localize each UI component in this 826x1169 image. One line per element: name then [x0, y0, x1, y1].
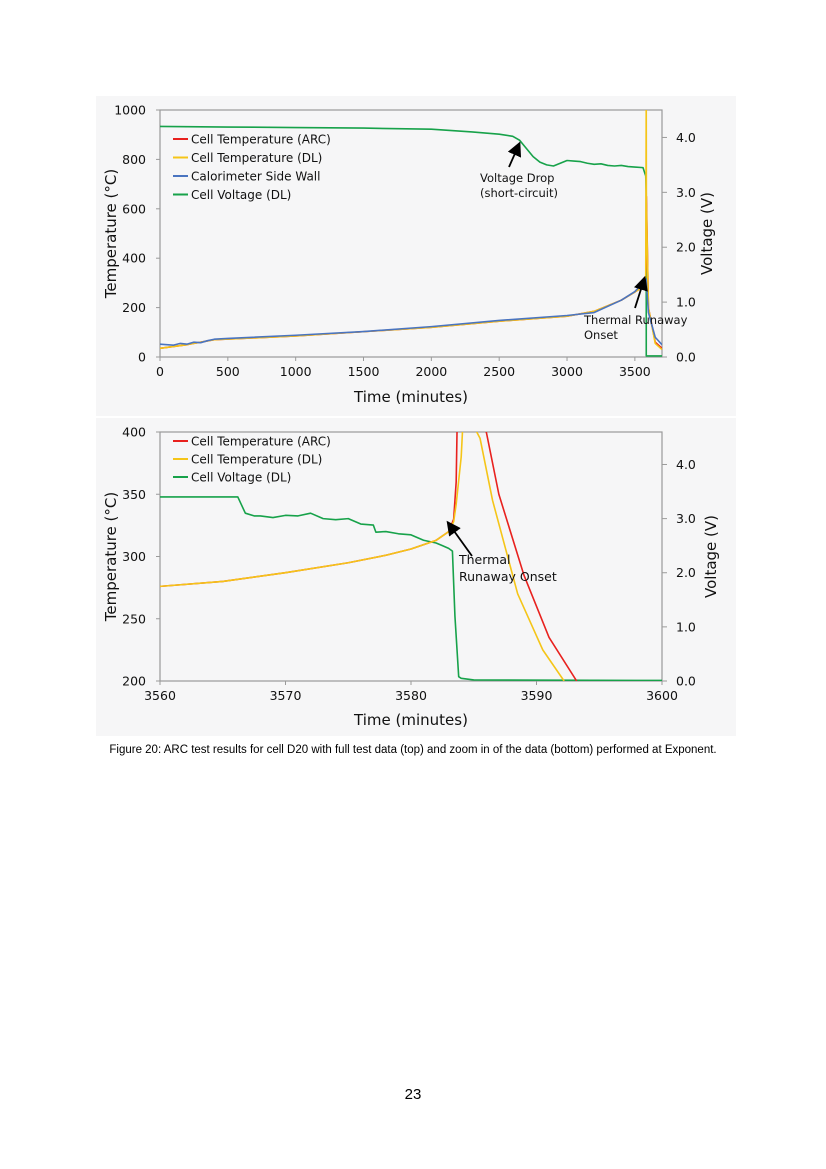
- y-tick-label: 250: [122, 611, 146, 626]
- x-tick-label: 3570: [270, 688, 302, 703]
- y2-tick-label: 0.0: [676, 674, 696, 689]
- y-tick-label: 1000: [114, 103, 146, 118]
- y2-tick-label: 2.0: [676, 565, 696, 580]
- y2-tick-label: 2.0: [676, 240, 696, 255]
- y2-axis-label: Voltage (V): [698, 192, 716, 275]
- page-number: 23: [404, 1086, 422, 1103]
- x-tick-label: 3500: [619, 364, 651, 379]
- thermal-runaway-annotation: Thermal Runaway: [583, 313, 688, 327]
- thermal-runaway-annotation: Runaway Onset: [459, 569, 557, 584]
- voltage-drop-annotation: Voltage Drop: [480, 171, 554, 185]
- thermal-runaway-annotation: Thermal: [458, 552, 510, 567]
- x-tick-label: 3000: [551, 364, 583, 379]
- y-tick-label: 0: [138, 350, 146, 365]
- legend-label: Cell Temperature (DL): [191, 453, 322, 467]
- y2-tick-label: 4.0: [676, 130, 696, 145]
- y-tick-label: 350: [122, 487, 146, 502]
- legend-label: Cell Temperature (ARC): [191, 133, 331, 147]
- legend-label: Cell Voltage (DL): [191, 188, 291, 202]
- y-axis-label: Temperature (°C): [102, 492, 120, 622]
- x-tick-label: 3580: [395, 688, 427, 703]
- x-axis-label: Time (minutes): [353, 711, 468, 729]
- y2-tick-label: 1.0: [676, 619, 696, 634]
- series-line-cell-voltage-dl: [160, 496, 662, 681]
- x-tick-label: 3600: [646, 688, 678, 703]
- y-tick-label: 200: [122, 674, 146, 689]
- series-line-cell-voltage-dl: [160, 125, 662, 357]
- legend-label: Cell Temperature (DL): [191, 151, 322, 165]
- chart-background: [96, 418, 736, 736]
- thermal-runaway-arrow: [446, 520, 473, 557]
- x-tick-label: 3590: [521, 688, 553, 703]
- legend-label: Cell Voltage (DL): [191, 471, 291, 485]
- legend-label: Cell Temperature (ARC): [191, 435, 331, 449]
- y2-tick-label: 4.0: [676, 457, 696, 472]
- x-axis-label: Time (minutes): [353, 388, 468, 406]
- x-tick-label: 0: [156, 364, 164, 379]
- y-tick-label: 300: [122, 549, 146, 564]
- chart-background: [96, 96, 736, 416]
- y-tick-label: 400: [122, 251, 146, 266]
- x-tick-label: 1500: [348, 364, 380, 379]
- figure-caption: Figure 20: ARC test results for cell D20…: [109, 744, 717, 756]
- plot-frame: [159, 109, 663, 358]
- y-axis-label: Temperature (°C): [102, 169, 120, 299]
- x-tick-label: 2500: [483, 364, 515, 379]
- x-tick-label: 3560: [144, 688, 176, 703]
- full-test-chart: 0 500 1000 1500 2000 2500 3000 3500 0 200 400 600 80…: [96, 96, 736, 416]
- legend-label: Calorimeter Side Wall: [191, 170, 320, 184]
- y-tick-label: 800: [122, 152, 146, 167]
- thermal-runaway-arrow: [634, 275, 648, 309]
- y2-tick-label: 0.0: [676, 350, 696, 365]
- y-tick-label: 400: [122, 425, 146, 440]
- y2-tick-label: 3.0: [676, 511, 696, 526]
- zoom-chart: 3560 3570 3580 3590 3600 200 250 300 350 400 0.0 1.…: [96, 418, 736, 736]
- thermal-runaway-annotation: Onset: [584, 328, 618, 342]
- voltage-drop-arrow: [507, 141, 522, 168]
- y2-tick-label: 3.0: [676, 185, 696, 200]
- y2-tick-label: 1.0: [676, 295, 696, 310]
- x-tick-label: 1000: [280, 364, 312, 379]
- voltage-drop-annotation: (short-circuit): [480, 186, 558, 200]
- x-tick-label: 500: [216, 364, 240, 379]
- y-tick-label: 200: [122, 300, 146, 315]
- x-tick-label: 2000: [415, 364, 447, 379]
- y-tick-label: 600: [122, 201, 146, 216]
- y2-axis-label: Voltage (V): [702, 515, 720, 598]
